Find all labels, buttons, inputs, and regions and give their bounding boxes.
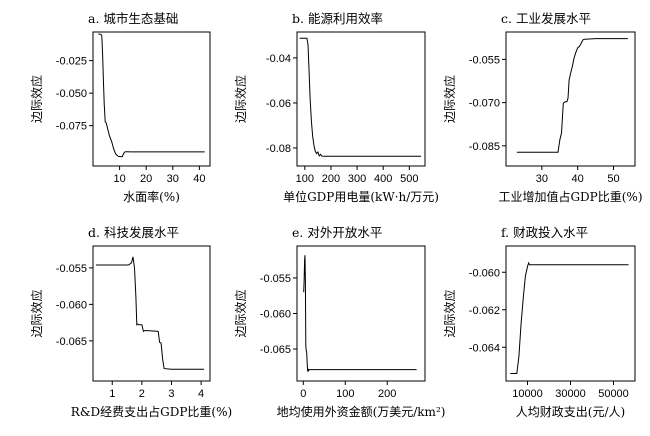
panel-1-x-tick-label: 40 bbox=[193, 173, 205, 185]
panel-3-series-line bbox=[516, 38, 628, 153]
panel-2-x-tick-label: 300 bbox=[348, 173, 366, 185]
panel-6-x-axis-label: 人均财政支出(元/人) bbox=[516, 405, 625, 419]
panel-1-x-tick-label: 30 bbox=[167, 173, 179, 185]
panel-4: d. 科技发展水平 R&D经费支出占GDP比重(%) 边际效应 1 2 3 4 -0.055 -… bbox=[29, 225, 232, 419]
panel-1-x-axis-label: 水面率(%) bbox=[123, 189, 180, 204]
panel-5-series-line bbox=[303, 255, 417, 372]
panel-4-title: d. 科技发展水平 bbox=[88, 225, 179, 240]
panel-5-plot-frame bbox=[296, 245, 426, 382]
panel-6-y-axis-label: 边际效应 bbox=[442, 289, 457, 337]
panel-3-y-tick-label: -0.085 bbox=[469, 141, 500, 153]
panel-1-x-tick-label: 10 bbox=[113, 173, 125, 185]
panel-6-x-tick-label: 30000 bbox=[555, 388, 586, 400]
panel-5-y-tick-label: -0.055 bbox=[260, 273, 291, 285]
panel-2-x-tick-label: 100 bbox=[296, 173, 314, 185]
panel-2-x-tick-label: 400 bbox=[374, 173, 392, 185]
panel-6-title: f. 财政投入水平 bbox=[501, 225, 588, 240]
panel-4-x-axis-label: R&D经费支出占GDP比重(%) bbox=[71, 404, 232, 419]
panel-5-y-axis-label: 边际效应 bbox=[233, 289, 248, 337]
panel-5-x-axis-label: 地均使用外资金额(万美元/km²) bbox=[277, 404, 446, 419]
panel-4-y-tick-label: -0.060 bbox=[56, 299, 87, 311]
panel-3-title: c. 工业发展水平 bbox=[501, 11, 591, 26]
panel-5-y-tick-label: -0.065 bbox=[260, 344, 291, 356]
panel-4-series-line bbox=[96, 256, 205, 370]
panel-4-y-tick-label: -0.055 bbox=[56, 263, 87, 275]
panel-4-y-axis-label: 边际效应 bbox=[29, 289, 44, 337]
panel-2-x-tick-label: 500 bbox=[400, 173, 418, 185]
panel-2-y-tick-label: -0.06 bbox=[266, 98, 291, 110]
panel-6-y-tick-label: -0.064 bbox=[469, 342, 500, 354]
panel-2-title: b. 能源利用效率 bbox=[292, 11, 383, 26]
panel-4-plot-frame bbox=[92, 245, 211, 382]
panel-1-y-tick-label: -0.025 bbox=[56, 56, 87, 68]
panel-5-x-tick-label: 200 bbox=[378, 388, 396, 400]
panel-1-title: a. 城市生态基础 bbox=[88, 11, 178, 26]
panel-5-title: e. 对外开放水平 bbox=[292, 225, 382, 240]
panel-1-plot-frame bbox=[92, 31, 211, 167]
panel-4-x-tick-label: 3 bbox=[168, 388, 174, 400]
panel-1-x-tick-label: 20 bbox=[140, 173, 152, 185]
panel-6-series-line bbox=[510, 261, 629, 374]
panel-6-x-tick-label: 10000 bbox=[512, 388, 543, 400]
panel-3-y-tick-label: -0.070 bbox=[469, 98, 500, 110]
panel-1-series-line bbox=[98, 33, 205, 158]
panel-5-y-tick-label: -0.060 bbox=[260, 309, 291, 321]
panel-1-y-tick-label: -0.075 bbox=[56, 121, 87, 133]
panel-4-x-tick-label: 1 bbox=[109, 388, 115, 400]
panel-4-x-tick-label: 2 bbox=[139, 388, 145, 400]
panel-3-x-axis-label: 工业增加值占GDP比重(%) bbox=[498, 189, 642, 204]
panel-4-y-tick-label: -0.065 bbox=[56, 336, 87, 348]
panel-3-x-tick-label: 50 bbox=[607, 173, 619, 185]
panel-2-y-tick-label: -0.04 bbox=[266, 53, 291, 65]
panel-1-y-tick-label: -0.050 bbox=[56, 88, 87, 100]
panel-3-y-tick-label: -0.055 bbox=[469, 54, 500, 66]
panel-3-x-tick-label: 30 bbox=[536, 173, 548, 185]
panel-3-y-axis-label: 边际效应 bbox=[442, 75, 457, 123]
panel-5-x-tick-label: 100 bbox=[336, 388, 354, 400]
panel-6-plot-frame bbox=[505, 245, 636, 382]
panel-2-series-line bbox=[299, 37, 422, 157]
panel-3-x-tick-label: 40 bbox=[572, 173, 584, 185]
panel-2-plot-frame bbox=[296, 31, 426, 167]
panel-6-x-tick-label: 50000 bbox=[598, 388, 629, 400]
panel-1-y-axis-label: 边际效应 bbox=[29, 75, 44, 123]
panel-2-x-tick-label: 200 bbox=[322, 173, 340, 185]
panel-6-y-tick-label: -0.060 bbox=[469, 267, 500, 279]
panel-2-x-axis-label: 单位GDP用电量(kW·h/万元) bbox=[283, 189, 439, 204]
panel-2-y-tick-label: -0.08 bbox=[266, 143, 291, 155]
panel-3-plot-frame bbox=[505, 31, 636, 167]
panel-6-y-tick-label: -0.062 bbox=[469, 305, 500, 317]
panel-4-x-tick-label: 4 bbox=[198, 388, 204, 400]
panel-2-y-axis-label: 边际效应 bbox=[233, 75, 248, 123]
panel-5-x-tick-label: 0 bbox=[300, 388, 306, 400]
